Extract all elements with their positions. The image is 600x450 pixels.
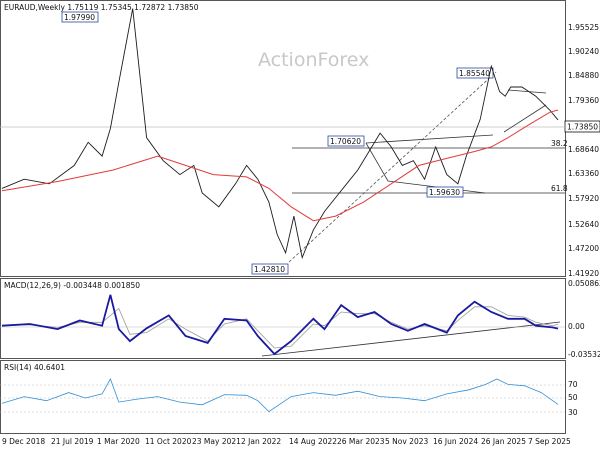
macd-y-tick-label: -0.035322 — [568, 350, 600, 359]
fib-38-label: 38.2 — [551, 139, 568, 148]
last-price-label: 1.73850 — [567, 123, 598, 132]
annotation-box — [456, 67, 494, 79]
x-tick-label: 7 Sep 2025 — [528, 437, 571, 446]
x-tick-label: 26 Jan 2025 — [481, 437, 526, 446]
macd-y-tick-label: 0.00 — [568, 322, 585, 331]
macd-panel-frame — [0, 278, 566, 359]
price-panel-frame — [0, 0, 566, 277]
rsi-y-tick-label: 70 — [568, 380, 578, 389]
rsi-y-tick-label: 30 — [568, 408, 578, 417]
macd-title: MACD(12,26,9) -0.003448 0.001850 — [4, 281, 140, 290]
x-tick-label: 16 Jun 2024 — [433, 437, 478, 446]
x-tick-label: 23 May 2021 — [192, 437, 241, 446]
y-tick-label: 1.41920 — [568, 269, 599, 278]
fib-61-label: 61.8 — [551, 184, 568, 193]
macd-y-tick-label: 0.050863 — [568, 279, 600, 288]
y-tick-label: 1.57920 — [568, 194, 599, 203]
rsi-y-tick-label: 50 — [568, 393, 578, 402]
y-tick-label: 1.79360 — [568, 96, 599, 105]
y-tick-label: 1.68640 — [568, 145, 599, 154]
price-chart-title: EURAUD,Weekly 1.75119 1.75345 1.72872 1.… — [4, 3, 199, 12]
x-tick-label: 21 Jul 2019 — [51, 437, 94, 446]
annotation-high-2020: 1.97990 — [64, 13, 95, 22]
annotation-low-2024: 1.59630 — [429, 188, 460, 197]
macd-line — [1, 294, 559, 356]
y-tick-label: 1.90240 — [568, 47, 599, 56]
y-tick-label: 1.63360 — [568, 169, 599, 178]
rsi-panel-frame — [0, 360, 566, 434]
annotation-box — [251, 263, 289, 275]
wedge-left-edge — [365, 142, 389, 182]
macd-signal-line — [1, 306, 559, 349]
x-tick-label: 2 Jan 2022 — [241, 437, 281, 446]
rsi-title: RSI(14) 40.6401 — [4, 363, 65, 372]
annotation-high-2023: 1.70620 — [330, 137, 361, 146]
price-series-line — [1, 8, 559, 260]
annotation-box — [426, 186, 464, 198]
triangle-upper-line — [507, 89, 547, 94]
annotation-box — [61, 11, 99, 23]
x-tick-label: 5 Nov 2023 — [385, 437, 428, 446]
x-tick-label: 14 Aug 2022 — [289, 437, 337, 446]
x-tick-label: 11 Oct 2020 — [145, 437, 192, 446]
annotation-low-2022: 1.42810 — [254, 265, 285, 274]
annotation-box — [327, 135, 365, 147]
rsi-line — [1, 378, 559, 413]
triangle-lower-line — [503, 104, 547, 133]
x-tick-label: 1 Mar 2020 — [97, 437, 140, 446]
moving-average-line — [1, 109, 559, 222]
last-price-tag — [564, 120, 600, 133]
y-tick-label: 1.47200 — [568, 244, 599, 253]
x-tick-label: 9 Dec 2018 — [2, 437, 45, 446]
y-tick-label: 1.52640 — [568, 220, 599, 229]
annotation-high-2025: 1.85540 — [459, 69, 490, 78]
y-tick-label: 1.95525 — [568, 23, 599, 32]
y-tick-label: 1.84880 — [568, 71, 599, 80]
macd-trendline — [261, 321, 561, 357]
x-tick-label: 26 Mar 2023 — [337, 437, 385, 446]
watermark: ActionForex — [258, 49, 369, 71]
projection-dashed-line — [288, 71, 497, 263]
